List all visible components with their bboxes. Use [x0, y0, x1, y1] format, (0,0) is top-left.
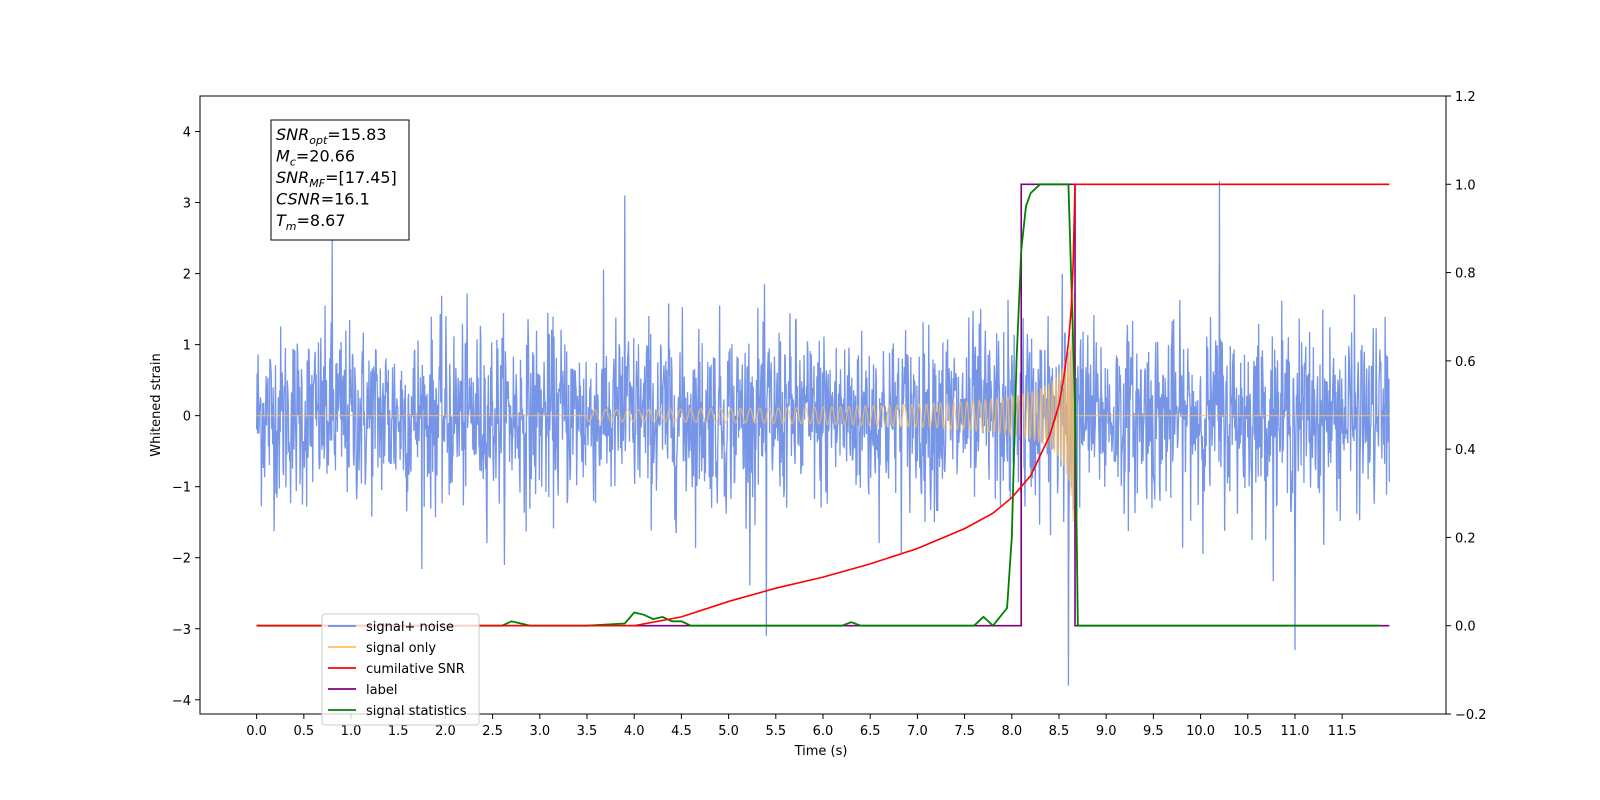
info-line: Tm=8.67	[276, 211, 346, 233]
y-tick-label-right: 0.8	[1455, 267, 1476, 282]
x-tick-label: 1.0	[341, 724, 362, 739]
y-tick-label-left: −3	[172, 623, 191, 638]
y-tick-label-right: 0.2	[1455, 531, 1476, 546]
x-tick-label: 5.0	[718, 724, 739, 739]
info-line: CSNR=16.1	[276, 190, 370, 209]
y-tick-label-left: −1	[172, 481, 191, 496]
x-tick-label: 11.5	[1328, 724, 1357, 739]
x-tick-label: 9.5	[1143, 724, 1164, 739]
legend-label: signal statistics	[366, 704, 467, 719]
x-tick-label: 9.0	[1096, 724, 1117, 739]
y-tick-label-right: 1.2	[1455, 90, 1476, 105]
x-tick-label: 2.0	[435, 724, 456, 739]
y-tick-label-right: −0.2	[1455, 708, 1487, 723]
info-line: SNRMF=[17.45]	[276, 168, 397, 190]
x-tick-label: 4.5	[671, 724, 692, 739]
x-tick-label: 10.5	[1233, 724, 1262, 739]
y-tick-label-right: 0.6	[1455, 355, 1476, 370]
x-tick-label: 8.0	[1001, 724, 1022, 739]
y-tick-label-left: 2	[183, 268, 191, 283]
y-tick-label-right: 0.0	[1455, 620, 1476, 635]
x-tick-label: 3.5	[577, 724, 598, 739]
legend-label: signal+ noise	[366, 620, 454, 635]
x-tick-label: 0.5	[293, 724, 314, 739]
x-axis: 0.0 0.5 1.0 1.5 2.0 2.5 3.0 3.5 4.0 4.5 5.0 5.5 6.0 6…	[246, 714, 1357, 739]
y-tick-label-left: 4	[183, 126, 191, 141]
x-axis-label: Time (s)	[794, 744, 848, 759]
y-tick-label-left: −4	[172, 694, 191, 709]
series-signal-noise	[255, 181, 1391, 686]
x-tick-label: 2.5	[482, 724, 503, 739]
legend-label: cumilative SNR	[366, 662, 465, 677]
y-axis-label-left: Whitened strain	[149, 353, 164, 456]
x-tick-label: 8.5	[1049, 724, 1070, 739]
legend-label: label	[366, 683, 397, 698]
info-line: Mc=20.66	[276, 147, 355, 169]
y-axis-left: −4 −3 −2 −1 0 1 2 3 4	[172, 126, 200, 709]
y-tick-label-right: 1.0	[1455, 178, 1476, 193]
y-tick-label-left: 3	[183, 197, 191, 212]
y-tick-label-left: −2	[172, 552, 191, 567]
y-axis-right: −0.2 0.0 0.2 0.4 0.6 0.8 1.0 1.2	[1446, 90, 1487, 723]
x-tick-label: 0.0	[246, 724, 267, 739]
y-tick-label-right: 0.4	[1455, 443, 1476, 458]
info-box-frame	[270, 119, 410, 241]
x-tick-label: 6.0	[813, 724, 834, 739]
legend: signal+ noise signal only cumilative SNR la…	[321, 613, 480, 726]
info-line: SNRopt=15.83	[276, 125, 387, 147]
legend-frame	[321, 613, 480, 726]
x-tick-label: 5.5	[765, 724, 786, 739]
y-tick-label-left: 0	[183, 410, 191, 425]
x-tick-label: 6.5	[860, 724, 881, 739]
info-box: SNRopt=15.83Mc=20.66SNRMF=[17.45]CSNR=16…	[270, 119, 410, 241]
x-tick-label: 4.0	[624, 724, 645, 739]
x-tick-label: 7.0	[907, 724, 928, 739]
x-tick-label: 3.0	[529, 724, 550, 739]
series-layer	[255, 181, 1391, 686]
y-tick-label-left: 1	[183, 339, 191, 354]
x-tick-label: 11.0	[1280, 724, 1309, 739]
series-signal-only	[256, 292, 1390, 561]
x-tick-label: 1.5	[388, 724, 409, 739]
legend-label: signal only	[366, 641, 436, 656]
x-tick-label: 7.5	[954, 724, 975, 739]
series-cumulative-snr	[256, 183, 1390, 627]
x-tick-label: 10.0	[1186, 724, 1215, 739]
